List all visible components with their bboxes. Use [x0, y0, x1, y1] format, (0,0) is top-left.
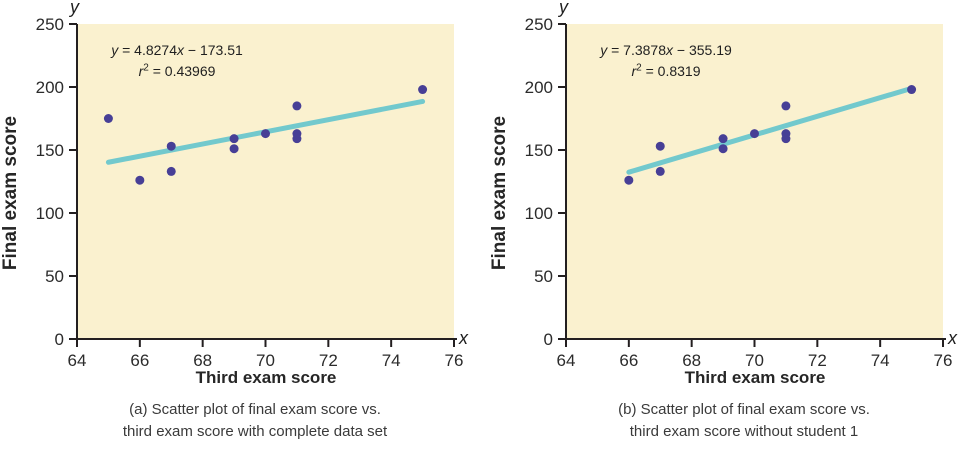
data-point	[166, 166, 176, 176]
equation-y-var: y	[111, 42, 119, 58]
x-tick-label: 66	[130, 351, 149, 370]
x-axis-end-label: x	[459, 328, 468, 348]
data-point	[135, 175, 145, 185]
scatter-plot-a: 64 66 68 70 72 74 76 0 50 100 150 200 250	[36, 15, 464, 370]
caption-line-2: third exam score without student 1	[629, 423, 859, 440]
data-point	[718, 134, 728, 144]
y-tick-label: 100	[36, 204, 64, 223]
x-tick-label: 76	[934, 351, 953, 370]
data-point	[261, 129, 270, 139]
y-tick-label: 50	[534, 267, 553, 286]
data-point	[166, 141, 176, 151]
x-tick-label: 68	[193, 351, 212, 370]
r-superscript: 2	[143, 62, 149, 74]
x-tick-label: 76	[445, 351, 464, 370]
figure-caption-a: (a) Scatter plot of final exam score vs.…	[60, 399, 450, 443]
scatter-panel-a: 64 66 68 70 72 74 76 0 50 100 150 200 250 y x y = 4.…	[0, 0, 488, 462]
data-point	[655, 166, 665, 176]
equation-intercept: − 173.51	[184, 42, 243, 58]
y-tick-label: 0	[55, 330, 64, 349]
r-superscript: 2	[636, 62, 642, 74]
x-axis-title: Third exam score	[195, 368, 337, 387]
equation-slope: = 4.8274	[118, 42, 177, 58]
data-point	[907, 85, 917, 95]
equation-x-var: x	[177, 42, 184, 58]
equation-x-var: x	[666, 42, 673, 58]
data-point	[655, 141, 665, 151]
y-tick-label: 250	[525, 15, 553, 34]
data-point	[418, 85, 428, 95]
y-tick-label: 0	[544, 330, 553, 349]
data-point	[781, 101, 791, 111]
r-squared-value: = 0.43969	[148, 63, 216, 79]
figure-caption-b: (b) Scatter plot of final exam score vs.…	[549, 399, 939, 443]
data-point	[781, 129, 791, 139]
equation-y-var: y	[600, 42, 608, 58]
y-tick-label: 50	[45, 267, 64, 286]
data-point	[292, 101, 302, 111]
y-axis-end-label: y	[559, 0, 568, 17]
scatter-plot-b: 64 66 68 70 72 74 76 0 50 100 150 200 250	[525, 15, 953, 370]
y-tick-label: 100	[525, 204, 553, 223]
caption-line-1: (b) Scatter plot of final exam score vs.	[618, 401, 870, 418]
x-tick-label: 70	[745, 351, 764, 370]
regression-annotation: y = 7.3878x − 355.19 r2 = 0.8319	[566, 40, 766, 82]
y-tick-label: 250	[36, 15, 64, 34]
r-var: r	[631, 63, 637, 79]
regression-equation-text: y = 4.8274x − 173.51	[77, 40, 277, 61]
x-axis-title: Third exam score	[684, 368, 826, 387]
y-axis-end-label: y	[70, 0, 79, 17]
data-point	[292, 129, 302, 139]
x-tick-label: 68	[682, 351, 701, 370]
data-point	[229, 144, 239, 154]
caption-line-1: (a) Scatter plot of final exam score vs.	[129, 401, 381, 418]
x-tick-label: 74	[871, 351, 890, 370]
r-squared-value: = 0.8319	[641, 63, 701, 79]
y-axis-title: Final exam score	[0, 115, 21, 271]
trend-line	[626, 85, 915, 175]
data-point	[750, 129, 759, 139]
r-squared-text: r2 = 0.43969	[77, 61, 277, 82]
data-point	[229, 134, 239, 144]
x-tick-label: 72	[319, 351, 338, 370]
data-point	[103, 114, 113, 123]
caption-line-2: third exam score with complete data set	[122, 423, 388, 440]
regression-annotation: y = 4.8274x − 173.51 r2 = 0.43969	[77, 40, 277, 82]
data-point	[718, 144, 728, 154]
y-tick-label: 150	[525, 141, 553, 160]
regression-equation-text: y = 7.3878x − 355.19	[566, 40, 766, 61]
x-tick-label: 74	[382, 351, 401, 370]
equation-intercept: − 355.19	[673, 42, 732, 58]
x-tick-label: 64	[557, 351, 576, 370]
data-point	[624, 175, 634, 185]
y-tick-label: 200	[36, 78, 64, 97]
x-tick-label: 72	[808, 351, 827, 370]
y-tick-label: 150	[36, 141, 64, 160]
x-tick-label: 66	[619, 351, 638, 370]
x-tick-label: 70	[256, 351, 275, 370]
r-var: r	[138, 63, 144, 79]
x-axis-end-label: x	[948, 328, 957, 348]
scatter-panel-b: 64 66 68 70 72 74 76 0 50 100 150 200 250 y x y = 7.…	[489, 0, 977, 462]
y-tick-label: 200	[525, 78, 553, 97]
equation-slope: = 7.3878	[607, 42, 666, 58]
x-tick-label: 64	[68, 351, 87, 370]
r-squared-text: r2 = 0.8319	[566, 61, 766, 82]
y-axis-title: Final exam score	[489, 115, 510, 271]
